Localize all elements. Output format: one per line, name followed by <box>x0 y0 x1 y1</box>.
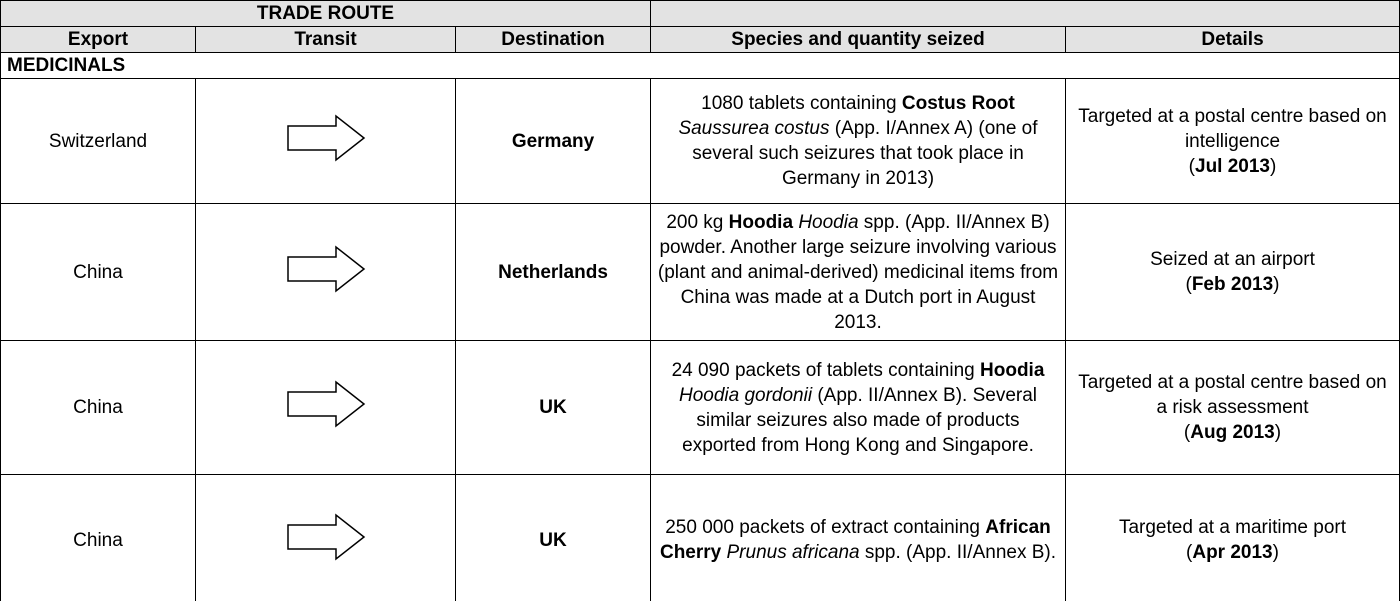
text-run: Saussurea costus <box>678 118 830 139</box>
column-header: Details <box>1065 26 1400 53</box>
text-run: spp. (App. II/Annex B). <box>859 542 1057 563</box>
transit-cell <box>195 78 456 204</box>
species-cell: 24 090 packets of tablets containing Hoo… <box>650 340 1066 475</box>
empty-header <box>650 0 1400 27</box>
text-run: Prunus africana <box>726 542 860 563</box>
details-cell: Seized at an airport (Feb 2013) <box>1065 203 1400 341</box>
text-run: ) <box>1272 542 1279 563</box>
text-run: ( <box>1185 274 1192 295</box>
text-run: African Cherry <box>659 517 1051 563</box>
arrow-shape <box>286 512 365 561</box>
column-header: Species and quantity seized <box>650 26 1066 53</box>
text-run: ( <box>1186 542 1193 563</box>
species-cell: 250 000 packets of extract containing Af… <box>650 474 1066 601</box>
column-header: Destination <box>455 26 651 53</box>
column-header: Export <box>0 26 196 53</box>
arrow-icon <box>286 512 365 561</box>
text-run: ( <box>1183 422 1191 443</box>
text-run: Hoodia <box>728 211 794 233</box>
text-run: 24 090 packets of tablets containing <box>671 359 981 381</box>
text-run: Apr 2013 <box>1192 542 1273 563</box>
text-run: 200 kg <box>666 211 729 233</box>
arrow-shape <box>286 380 365 428</box>
arrow-icon <box>286 113 365 162</box>
destination-cell: UK <box>455 474 651 601</box>
column-header-row: Export Transit Destination Species and quan… <box>0 26 1400 53</box>
details-cell: Targeted at a postal centre based on int… <box>1065 78 1400 204</box>
arrow-shape <box>286 244 365 293</box>
export-cell: China <box>0 474 196 601</box>
text-run: 1080 tablets containing <box>701 93 902 114</box>
details-cell: Targeted at a postal centre based on a r… <box>1065 340 1400 475</box>
text-run: Seized at an airport <box>1150 249 1315 270</box>
text-run: (App. II/Annex B). Several similar seizu… <box>682 384 1038 456</box>
text-run: Aug 2013 <box>1190 422 1275 443</box>
text-run: Targeted at a postal centre based on a r… <box>1078 372 1387 418</box>
arrow-icon <box>286 244 365 293</box>
text-run: ) <box>1270 155 1277 177</box>
data-row: China Netherlands 200 kg Hoodia Hoodia spp… <box>0 203 1400 341</box>
transit-cell <box>195 340 456 475</box>
destination-cell: Germany <box>455 78 651 204</box>
text-run: Hoodia <box>980 359 1045 381</box>
species-cell: 200 kg Hoodia Hoodia spp. (App. II/Annex… <box>650 203 1066 341</box>
data-row: China UK 250 000 packets of extract contai… <box>0 474 1400 601</box>
text-run: ) <box>1274 422 1282 443</box>
species-cell: 1080 tablets containing Costus Root Saus… <box>650 78 1066 204</box>
text-run: Jul 2013 <box>1195 155 1270 177</box>
group-header-row: TRADE ROUTE <box>0 0 1400 27</box>
group-header: TRADE ROUTE <box>0 0 651 27</box>
text-run: ( <box>1188 155 1195 177</box>
destination-cell: UK <box>455 340 651 475</box>
transit-cell <box>195 474 456 601</box>
section-row: MEDICINALS <box>0 52 1400 79</box>
text-run: Feb 2013 <box>1191 274 1274 295</box>
text-run: Costus Root <box>901 93 1015 114</box>
export-cell: Switzerland <box>0 78 196 204</box>
text-run: ) <box>1273 274 1280 295</box>
export-cell: China <box>0 340 196 475</box>
arrow-icon <box>286 380 365 428</box>
text-run: spp. (App. II/Annex B) powder. Another l… <box>657 211 1059 333</box>
data-row: China UK 24 090 packets of tablets contain… <box>0 340 1400 475</box>
arrow-shape <box>286 113 365 162</box>
text-run: (App. I/Annex A) (one of several such se… <box>692 118 1038 189</box>
text-run: Hoodia gordonii <box>678 384 813 406</box>
destination-cell: Netherlands <box>455 203 651 341</box>
data-row: Switzerland Germany 1080 tablets containin… <box>0 78 1400 204</box>
transit-cell <box>195 203 456 341</box>
section-label: MEDICINALS <box>0 52 1400 79</box>
column-header: Transit <box>195 26 456 53</box>
text-run: Hoodia <box>798 211 859 233</box>
text-run: 250 000 packets of extract containing <box>665 517 986 538</box>
export-cell: China <box>0 203 196 341</box>
details-cell: Targeted at a maritime port (Apr 2013) <box>1065 474 1400 601</box>
text-run: Targeted at a maritime port <box>1118 517 1347 538</box>
text-run: Targeted at a postal centre based on int… <box>1078 105 1387 152</box>
